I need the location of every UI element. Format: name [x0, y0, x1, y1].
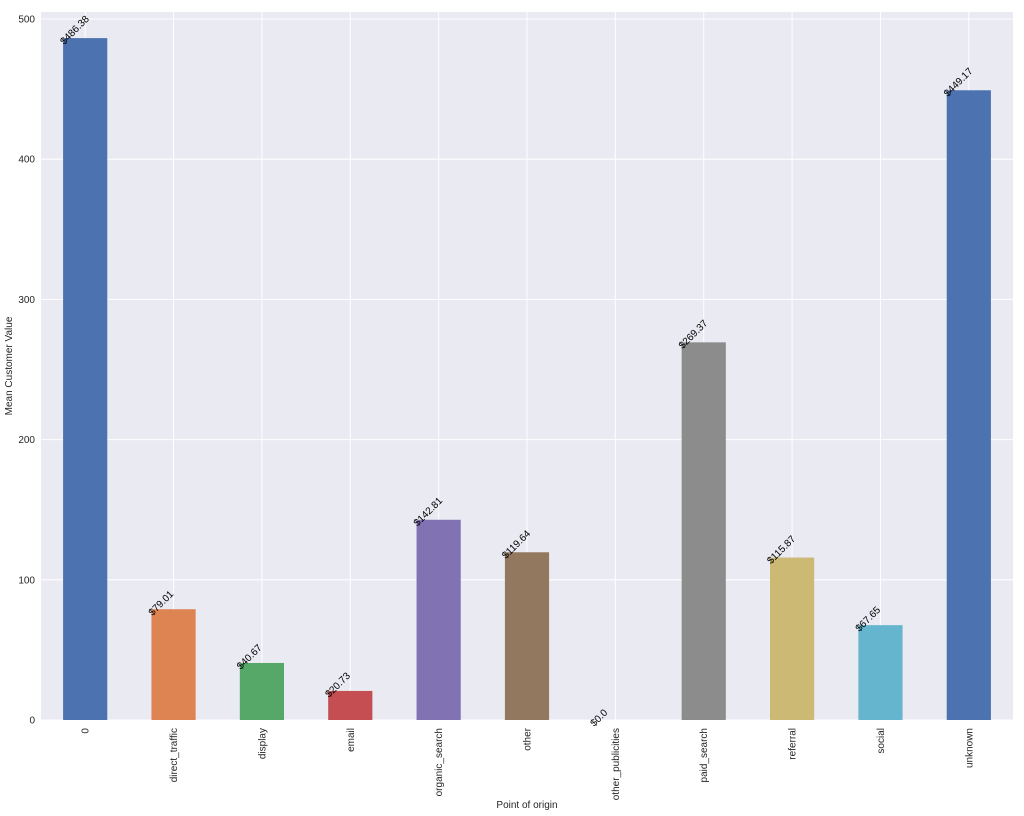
bar-other [504, 552, 550, 720]
y-axis-title: Mean Customer Value [4, 316, 15, 415]
bar-email [328, 690, 373, 720]
bar-0 [63, 38, 108, 721]
y-tick-label: 500 [18, 15, 35, 26]
x-tick-label-direct_traffic: direct_traffic [169, 728, 180, 782]
y-tick-label: 100 [18, 575, 35, 586]
x-tick-label-unknown: unknown [964, 728, 975, 768]
bar-direct_traffic [151, 609, 196, 720]
y-tick-label: 0 [29, 716, 35, 727]
x-tick-labels: 0 direct_traffic display email organic_searc… [81, 727, 976, 800]
bar-unknown [946, 90, 991, 720]
x-tick-label-other: other [523, 727, 534, 750]
y-tick-label: 300 [18, 295, 35, 306]
x-tick-label-0: 0 [81, 728, 92, 734]
bar-social [858, 625, 903, 720]
x-tick-label-social: social [876, 728, 887, 754]
bars [63, 38, 991, 721]
bar-paid_search [681, 342, 726, 720]
x-tick-label-display: display [257, 728, 268, 759]
x-tick-label-other_publicities: other_publicities [611, 728, 622, 800]
x-tick-label-referral: referral [788, 728, 799, 760]
y-tick-label: 200 [18, 435, 35, 446]
bar-display [239, 662, 284, 720]
x-tick-label-organic_search: organic_search [434, 728, 445, 796]
x-tick-label-email: email [346, 728, 357, 752]
x-tick-label-paid_search: paid_search [699, 728, 710, 782]
y-tick-label: 400 [18, 155, 35, 166]
bar-organic_search [416, 519, 461, 720]
x-axis-title: Point of origin [496, 800, 557, 811]
bar-referral [770, 557, 815, 720]
y-tick-labels: 0 100 200 300 400 500 [18, 15, 35, 727]
